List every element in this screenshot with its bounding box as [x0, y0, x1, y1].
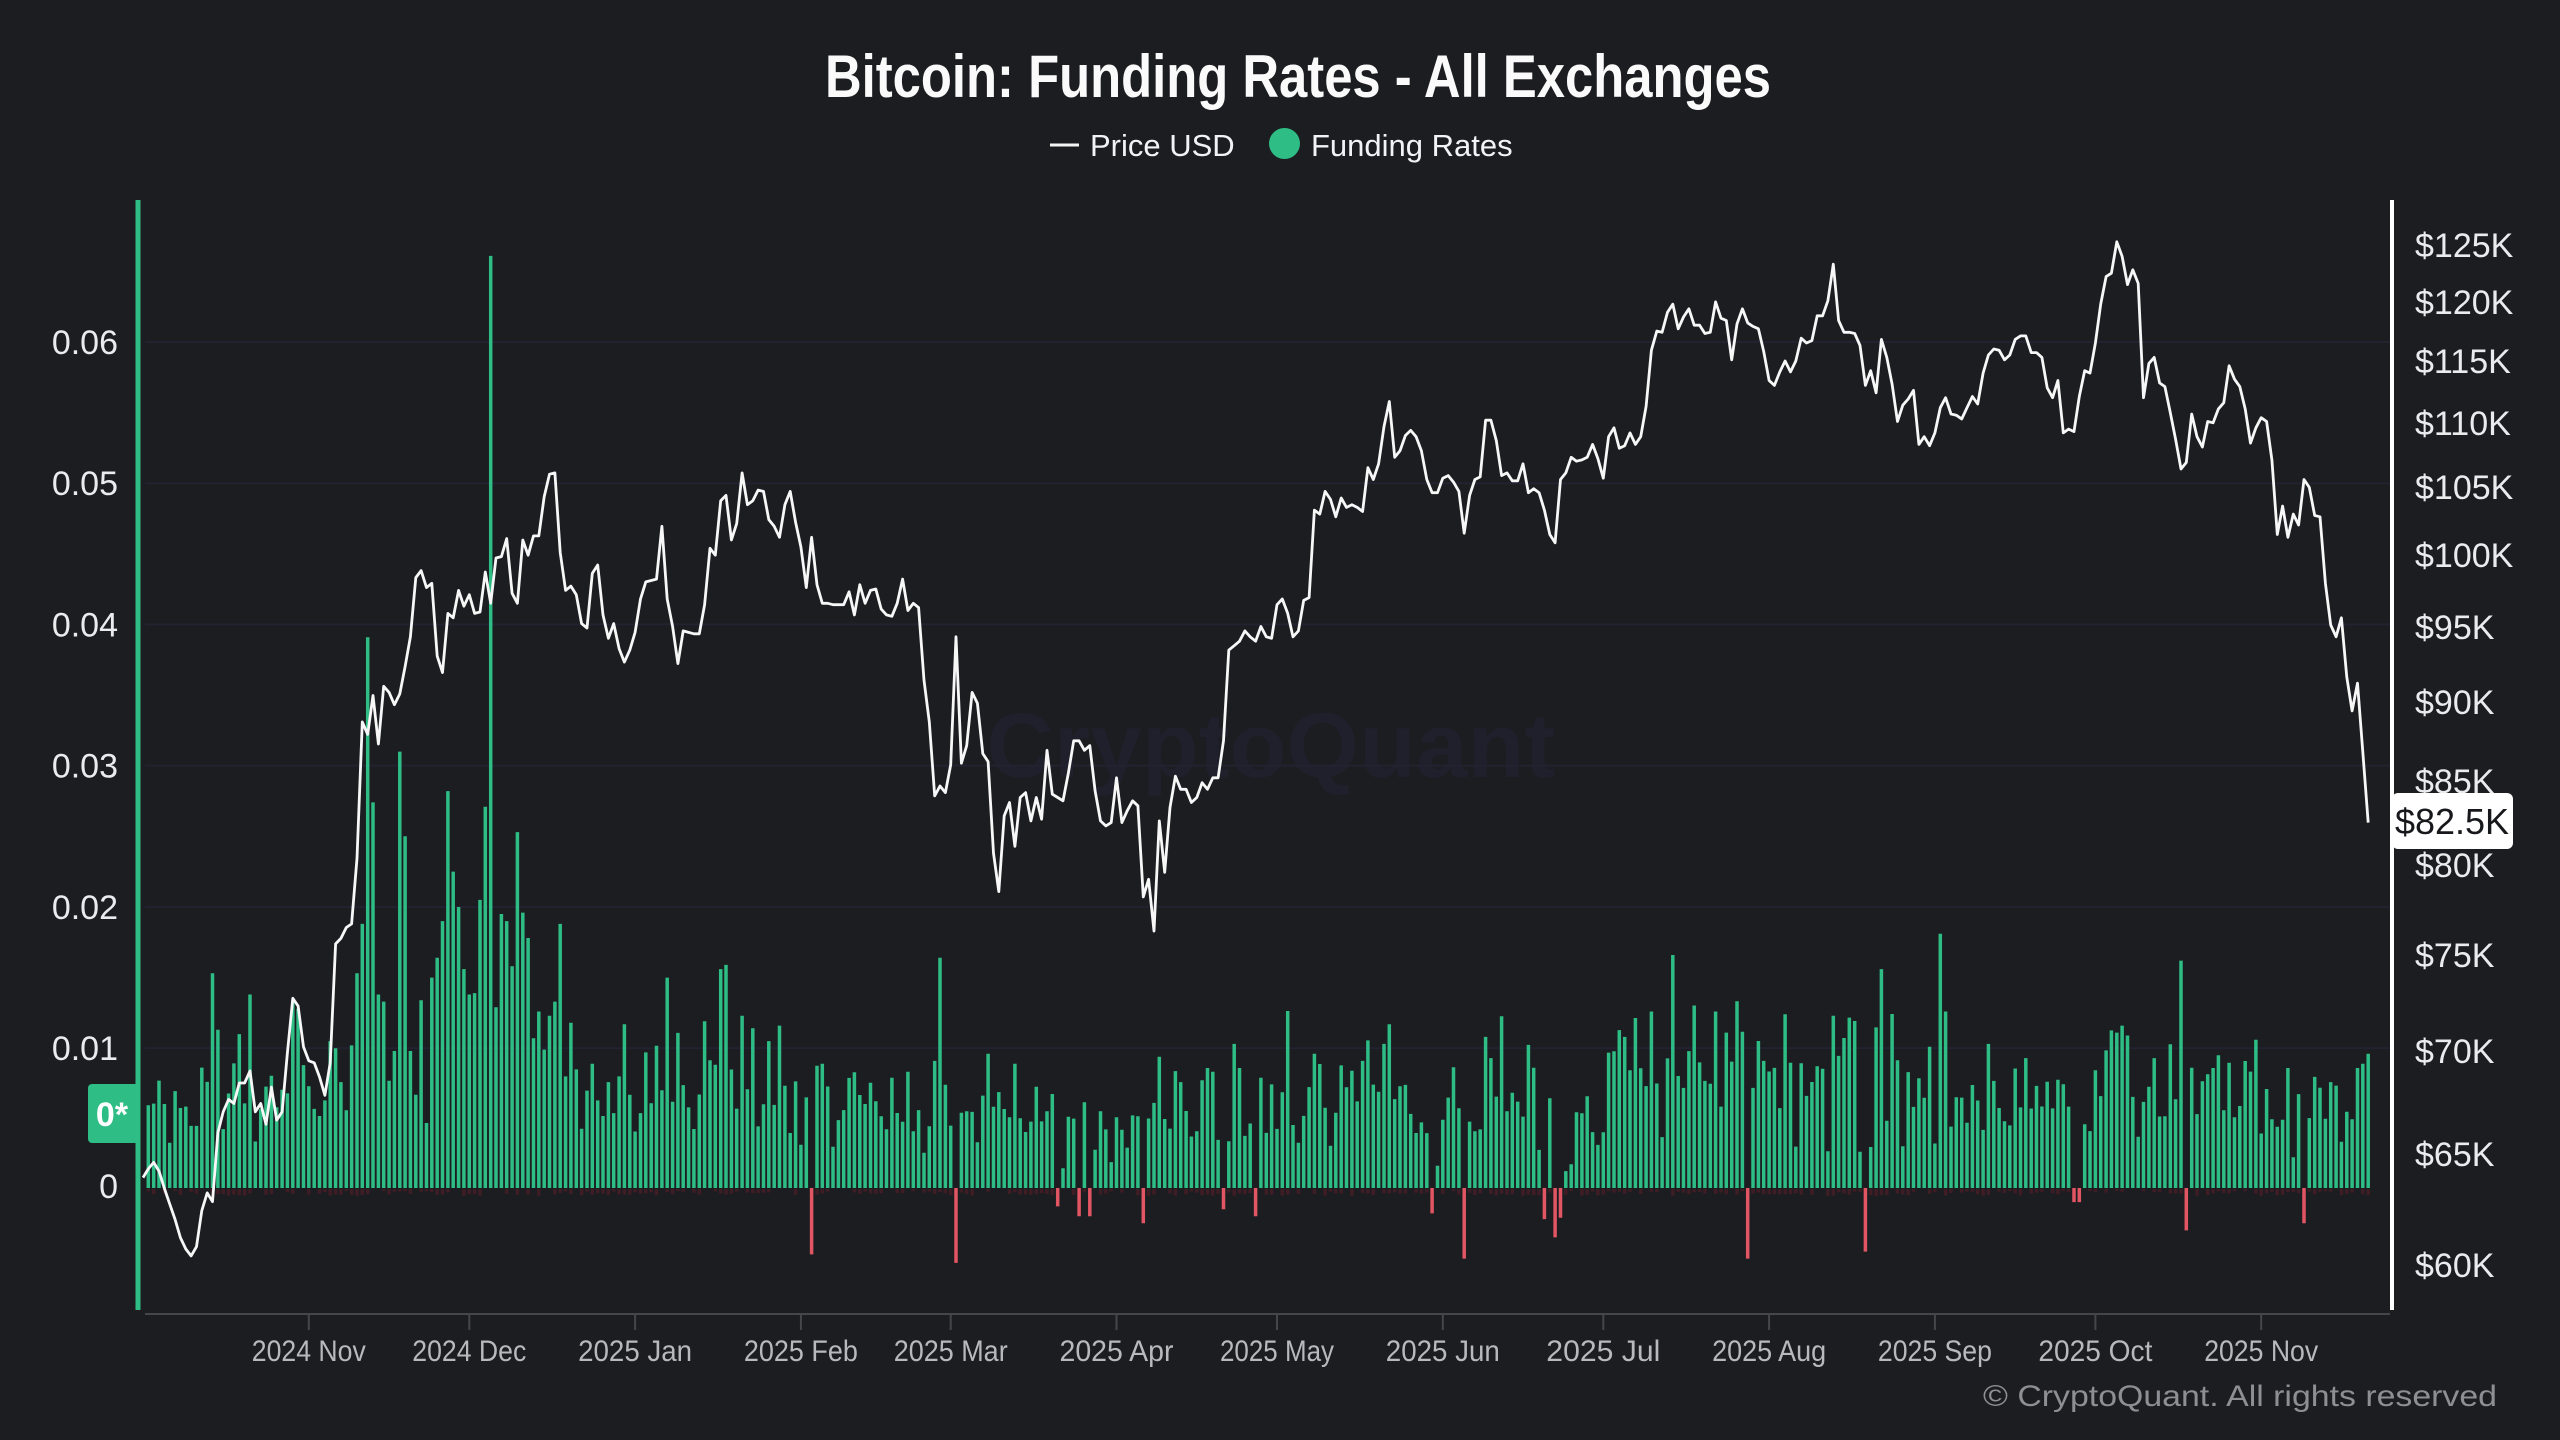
- svg-text:0: 0: [99, 1168, 118, 1206]
- svg-text:2024 Nov: 2024 Nov: [252, 1335, 366, 1368]
- svg-text:2025 Sep: 2025 Sep: [1878, 1335, 1992, 1368]
- svg-text:$100K: $100K: [2415, 537, 2514, 575]
- svg-text:2025 Mar: 2025 Mar: [894, 1335, 1008, 1368]
- svg-text:$110K: $110K: [2415, 405, 2511, 443]
- svg-text:$115K: $115K: [2415, 343, 2511, 381]
- svg-text:$125K: $125K: [2415, 227, 2514, 265]
- svg-text:0.06: 0.06: [52, 324, 118, 362]
- svg-text:$65K: $65K: [2415, 1136, 2495, 1174]
- svg-text:$60K: $60K: [2415, 1247, 2495, 1285]
- svg-text:0.05: 0.05: [52, 465, 118, 503]
- svg-text:$75K: $75K: [2415, 937, 2495, 975]
- svg-text:$120K: $120K: [2415, 284, 2514, 322]
- svg-text:$90K: $90K: [2415, 684, 2495, 722]
- svg-text:2025 Jan: 2025 Jan: [578, 1335, 692, 1368]
- svg-text:$105K: $105K: [2415, 469, 2514, 507]
- svg-text:$80K: $80K: [2415, 847, 2495, 885]
- svg-text:$70K: $70K: [2415, 1033, 2495, 1071]
- svg-text:0*: 0*: [96, 1096, 129, 1134]
- svg-text:2025 Nov: 2025 Nov: [2204, 1335, 2318, 1368]
- svg-text:2025 Oct: 2025 Oct: [2038, 1335, 2153, 1368]
- svg-text:2025 May: 2025 May: [1220, 1335, 1334, 1368]
- svg-text:2024 Dec: 2024 Dec: [412, 1335, 526, 1368]
- svg-text:0.02: 0.02: [52, 889, 118, 927]
- svg-text:2025 Aug: 2025 Aug: [1712, 1335, 1826, 1368]
- svg-text:2025 Apr: 2025 Apr: [1060, 1335, 1174, 1368]
- svg-text:0.01: 0.01: [52, 1030, 118, 1068]
- svg-text:2025 Jul: 2025 Jul: [1546, 1335, 1660, 1368]
- svg-text:© CryptoQuant. All rights rese: © CryptoQuant. All rights reserved: [1983, 1380, 2497, 1413]
- svg-text:Bitcoin: Funding Rates - All E: Bitcoin: Funding Rates - All Exchanges: [825, 43, 1771, 110]
- svg-text:0.03: 0.03: [52, 748, 118, 786]
- svg-text:Funding Rates: Funding Rates: [1311, 128, 1513, 163]
- svg-text:2025 Jun: 2025 Jun: [1386, 1335, 1500, 1368]
- svg-text:$82.5K: $82.5K: [2395, 801, 2509, 842]
- svg-text:$95K: $95K: [2415, 609, 2495, 647]
- svg-text:Price USD: Price USD: [1090, 128, 1235, 163]
- svg-text:0.04: 0.04: [52, 606, 118, 644]
- svg-text:2025 Feb: 2025 Feb: [744, 1335, 858, 1368]
